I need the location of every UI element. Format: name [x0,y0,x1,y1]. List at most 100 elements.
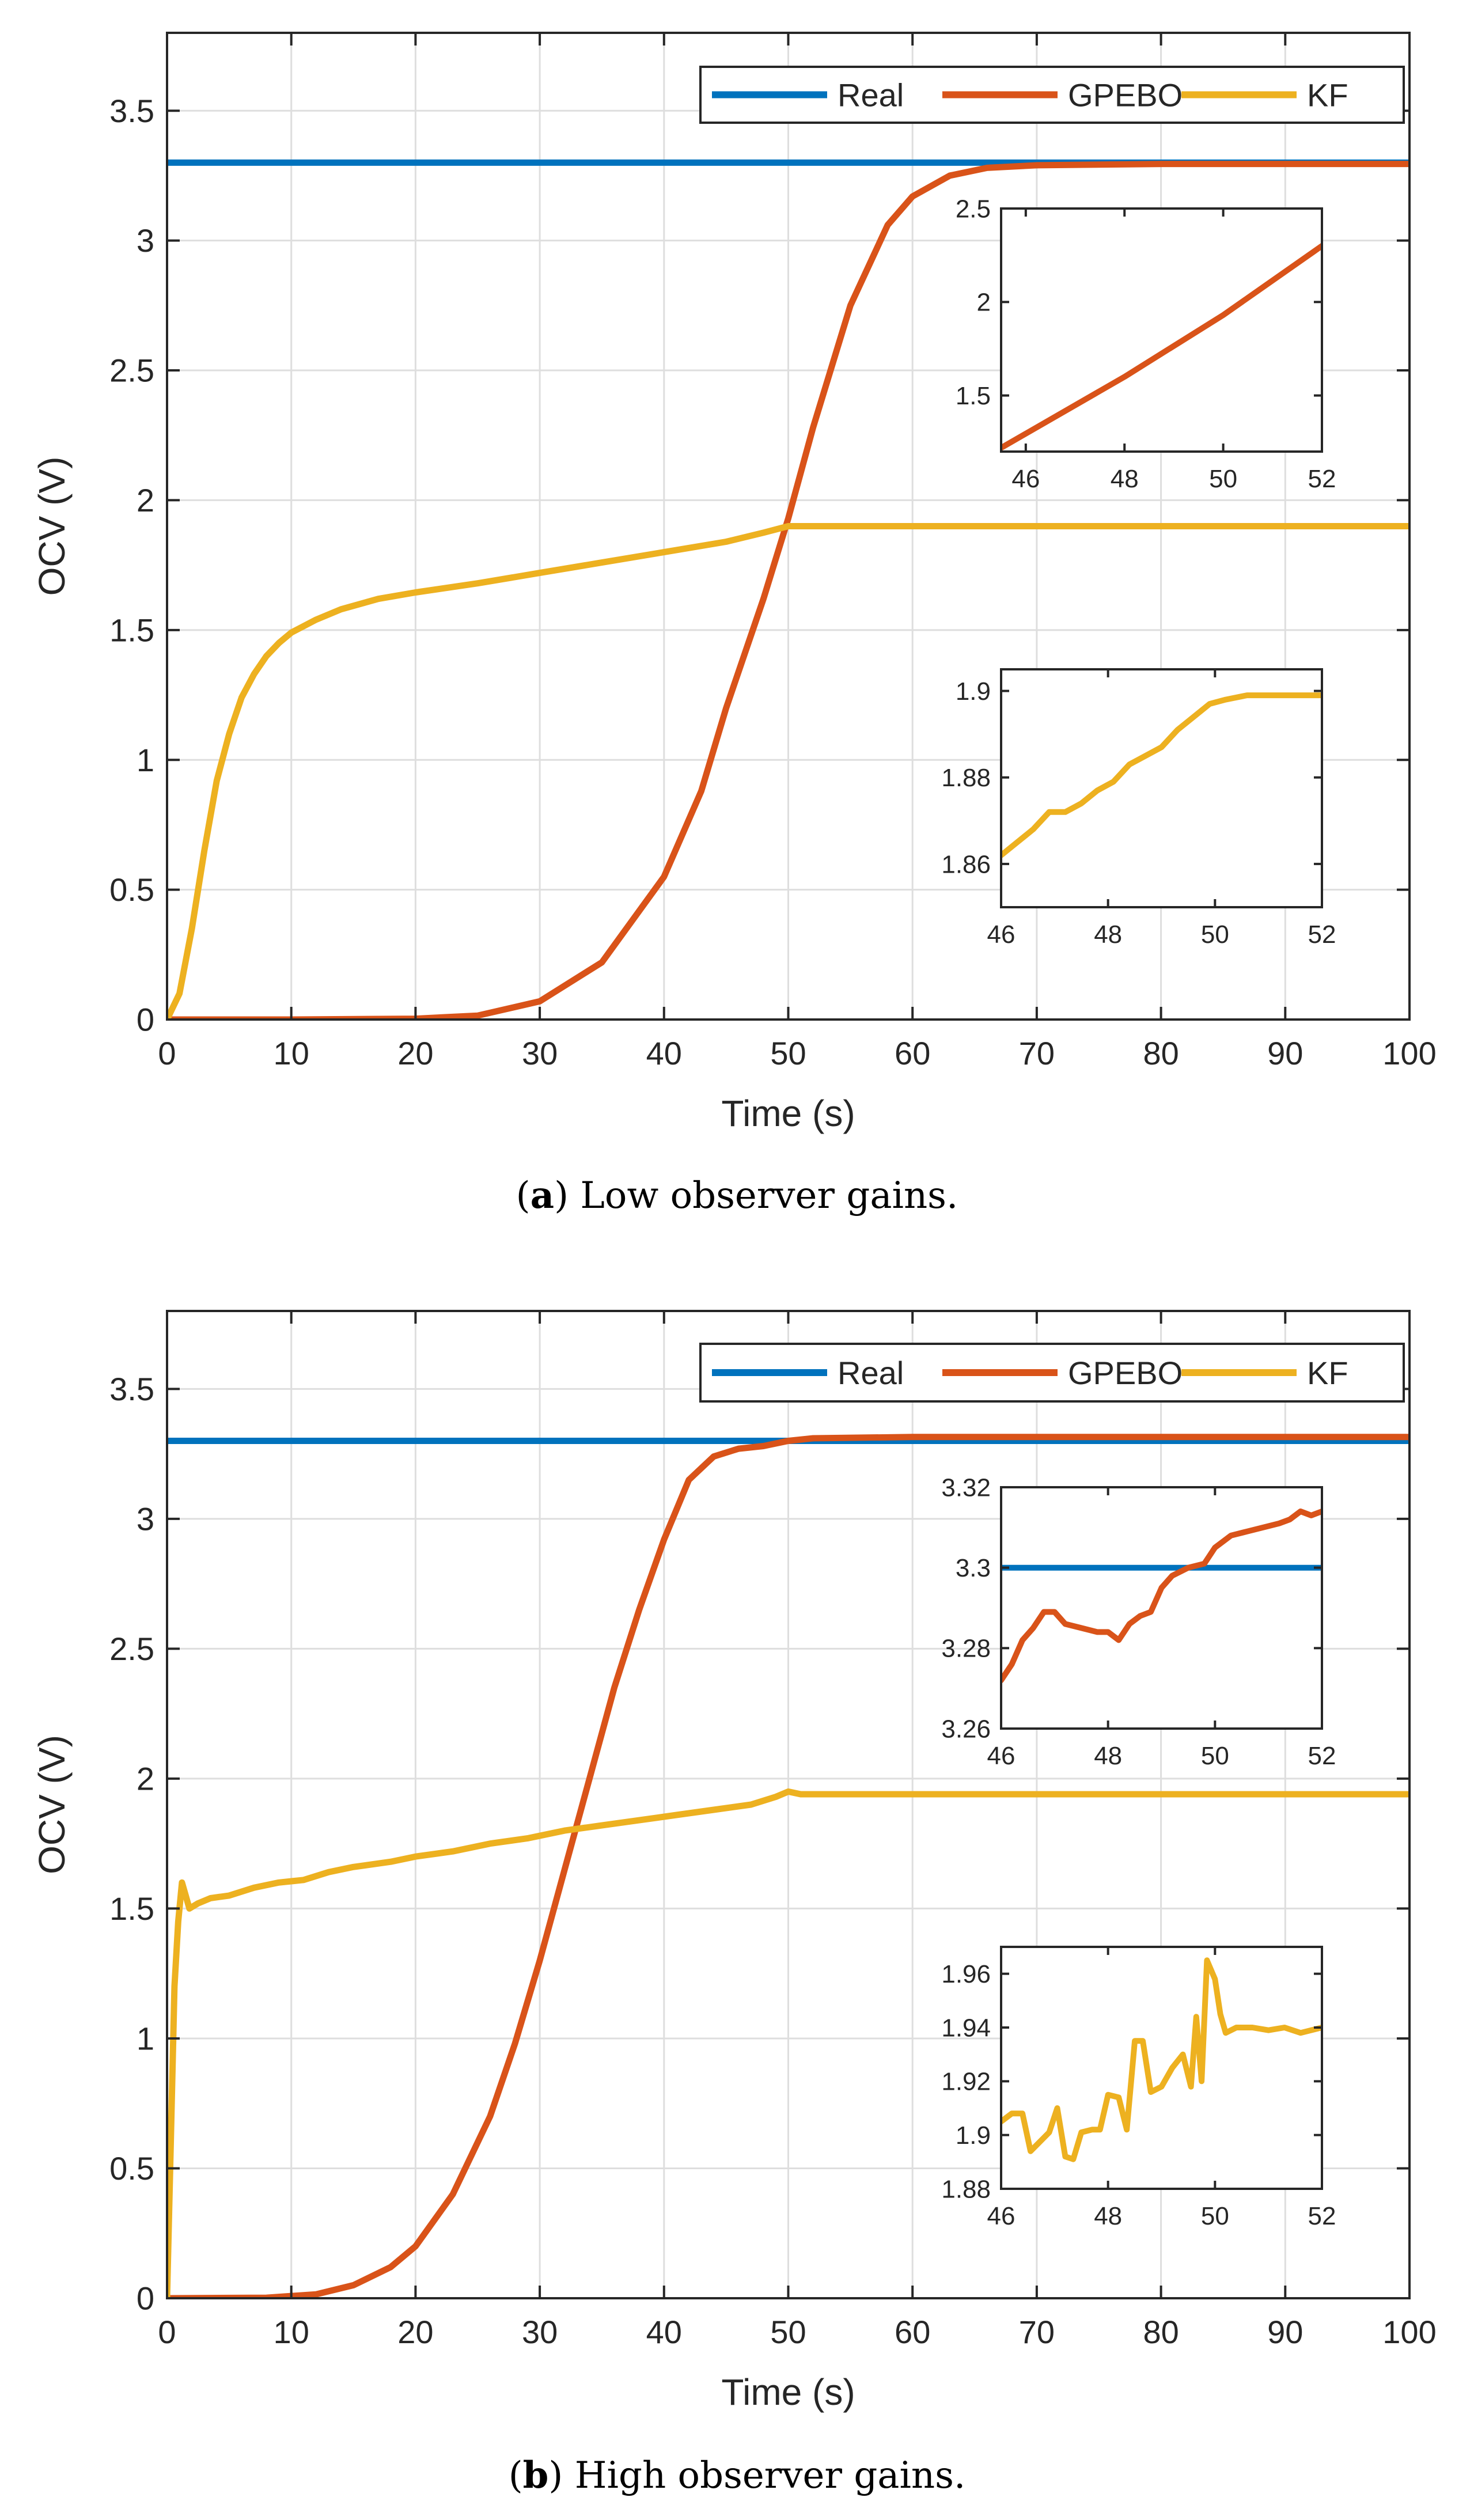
panel-a-chart: 0 10 20 30 40 50 60 70 80 90 100 0 0.5 1 1.5 2 2.5 3 3.5 Ti… [31,32,1437,1134]
panel-b-ytick-label-3: 1.5 [109,1890,154,1927]
panel-b-ytick-label-0: 0 [137,2280,154,2317]
panel-a-inset-1-plot-area [1001,209,1322,452]
panel-b-inset-2-ytick-label-2: 1.92 [941,2068,991,2096]
panel-a-ytick-label-5: 2.5 [109,353,154,389]
panel-a-inset-1-xtick-label-0: 46 [1011,465,1040,493]
panel-b-inset-1-xtick-label-1: 48 [1094,1742,1122,1770]
panel-a-xtick-label-1: 10 [274,1035,309,1071]
caption-a-letter: a [530,1174,555,1217]
panel-a-inset-1: 46 48 50 52 1.5 2 2.5 [956,195,1336,493]
panel-b-ytick-label-2: 1 [137,2021,154,2057]
panel-b-inset-2-ytick-label-0: 1.88 [941,2175,991,2203]
panel-a-legend-label-gpebo: GPEBO [1068,77,1183,113]
panel-a-legend-label-real: Real [838,77,904,113]
panel-b-inset-1-xtick-label-3: 52 [1308,1742,1336,1770]
panel-b-xtick-label-10: 100 [1382,2314,1436,2350]
panel-a-inset-1-xtick-label-3: 52 [1308,465,1336,493]
caption-a: (a) Low observer gains. [0,1174,1474,1217]
panel-b-inset-1-xtick-label-2: 50 [1201,1742,1229,1770]
panel-a-ytick-label-0: 0 [137,1002,154,1038]
panel-a-inset-2-ytick-label-2: 1.9 [956,677,991,706]
panel-a-xtick-label-5: 50 [770,1035,806,1071]
panel-a-inset-1-ytick-label-2: 2.5 [956,195,991,223]
panel-a-ytick-label-2: 1 [137,742,154,778]
panel-b-inset-2-xtick-label-0: 46 [987,2202,1015,2230]
panel-b-xtick-label-2: 20 [397,2314,433,2350]
panel-b-xtick-label-5: 50 [770,2314,806,2350]
panel-a-ytick-label-6: 3 [137,222,154,259]
panel-b-series-kf-line [167,1788,1409,2298]
caption-b: (b) High observer gains. [0,2454,1474,2497]
panel-a-ytick-label-4: 2 [137,482,154,518]
panel-b-inset-1: 46 48 50 52 3.26 3.28 3.3 3.32 [941,1473,1336,1770]
panel-b-inset-2-ytick-label-4: 1.96 [941,1960,991,1988]
panel-a-inset-2: 46 48 50 52 1.86 1.88 1.9 [941,668,1336,949]
panel-a-inset-2-plot-area [1001,669,1322,907]
panel-b-inset-2-frame [1000,1946,1323,2190]
panel-a-xtick-label-8: 80 [1143,1035,1179,1071]
caption-b-close: ) [548,2454,563,2497]
panel-a-xlabel: Time (s) [721,1093,855,1134]
panel-a-inset-2-ytick-label-0: 1.86 [941,850,991,878]
panel-b-ytick-label-7: 3.5 [109,1371,154,1407]
panel-b-ytick-label-1: 0.5 [109,2150,154,2186]
panel-a-xtick-label-9: 90 [1267,1035,1303,1071]
panel-b-inset-2-ytick-label-3: 1.94 [941,2014,991,2042]
panel-a-legend: Real GPEBO KF [699,66,1405,124]
panel-a-inset-2-ytick-label-1: 1.88 [941,764,991,792]
panel-a-inset-2-xtick-label-0: 46 [987,920,1015,949]
panel-a-series-kf-line [167,523,1409,1020]
panel-b-ytick-label-6: 3 [137,1500,154,1537]
caption-b-letter: b [522,2454,549,2497]
panel-b-inset-2-xtick-label-2: 50 [1201,2202,1229,2230]
panel-a-inset-1-ytick-label-1: 2 [977,289,991,317]
panel-b-ytick-label-4: 2 [137,1760,154,1797]
panel-b-legend-label-real: Real [838,1355,904,1391]
panel-a-xtick-label-3: 30 [522,1035,558,1071]
panel-a-ytick-label-7: 3.5 [109,93,154,129]
panel-b-inset-1-ytick-label-1: 3.28 [941,1635,991,1663]
panel-b-xtick-label-7: 70 [1019,2314,1055,2350]
panel-b-inset-2-series-kf-line [1001,1957,1322,2162]
panel-a-inset-1-series-gpebo-line [1001,242,1322,451]
panel-b-inset-2-ytick-label-1: 1.9 [956,2121,991,2150]
panel-a-xtick-label-6: 60 [895,1035,930,1071]
panel-a-inset-2-xtick-label-1: 48 [1094,920,1122,949]
panel-a-series-gpebo-line [167,161,1409,1020]
panel-b-xtick-label-6: 60 [895,2314,930,2350]
panel-b-xtick-label-1: 10 [274,2314,309,2350]
panel-a-xtick-label-0: 0 [158,1035,176,1071]
panel-b-inset-2-xtick-label-1: 48 [1094,2202,1122,2230]
caption-a-close: ) [554,1174,569,1217]
panel-b-inset-1-series-gpebo-line [1001,1508,1322,1684]
panel-b-inset-1-ytick-label-3: 3.32 [941,1473,991,1502]
panel-b-inset-1-frame [1000,1486,1323,1730]
panel-b-inset-1-ytick-label-0: 3.26 [941,1715,991,1743]
panel-a-inset-2-frame [1000,668,1323,908]
panel-a-ytick-label-1: 0.5 [109,871,154,908]
panel-b-xtick-label-4: 40 [646,2314,682,2350]
panel-b-xtick-label-9: 90 [1267,2314,1303,2350]
panel-a-inset-2-series-kf-line [1001,692,1322,858]
panel-b-xtick-label-3: 30 [522,2314,558,2350]
panel-b-xlabel: Time (s) [721,2371,855,2413]
panel-a-inset-1-xtick-label-2: 50 [1209,465,1237,493]
panel-b-inset-2-plot-area [1001,1947,1322,2189]
panel-b-ylabel: OCV (V) [31,1735,73,1874]
panel-b-legend: Real GPEBO KF [699,1343,1405,1403]
panel-b-xtick-label-0: 0 [158,2314,176,2350]
panel-a-xtick-label-7: 70 [1019,1035,1055,1071]
panel-b-xtick-label-8: 80 [1143,2314,1179,2350]
panel-b-series-gpebo-line [167,1434,1409,2298]
panel-b-legend-label-gpebo: GPEBO [1068,1355,1183,1391]
panel-b-inset-1-ytick-label-2: 3.3 [956,1554,991,1582]
caption-b-open: ( [508,2454,523,2497]
panel-a-inset-2-xtick-label-2: 50 [1201,920,1229,949]
panel-b-legend-label-kf: KF [1307,1355,1348,1391]
panel-a-xtick-label-4: 40 [646,1035,682,1071]
panel-a-xtick-label-10: 100 [1382,1035,1436,1071]
caption-a-open: ( [516,1174,531,1217]
panel-a-inset-1-frame [1000,207,1323,453]
panel-b-inset-2: 46 48 50 52 1.88 1.9 1.92 1.94 1.96 [941,1946,1336,2230]
